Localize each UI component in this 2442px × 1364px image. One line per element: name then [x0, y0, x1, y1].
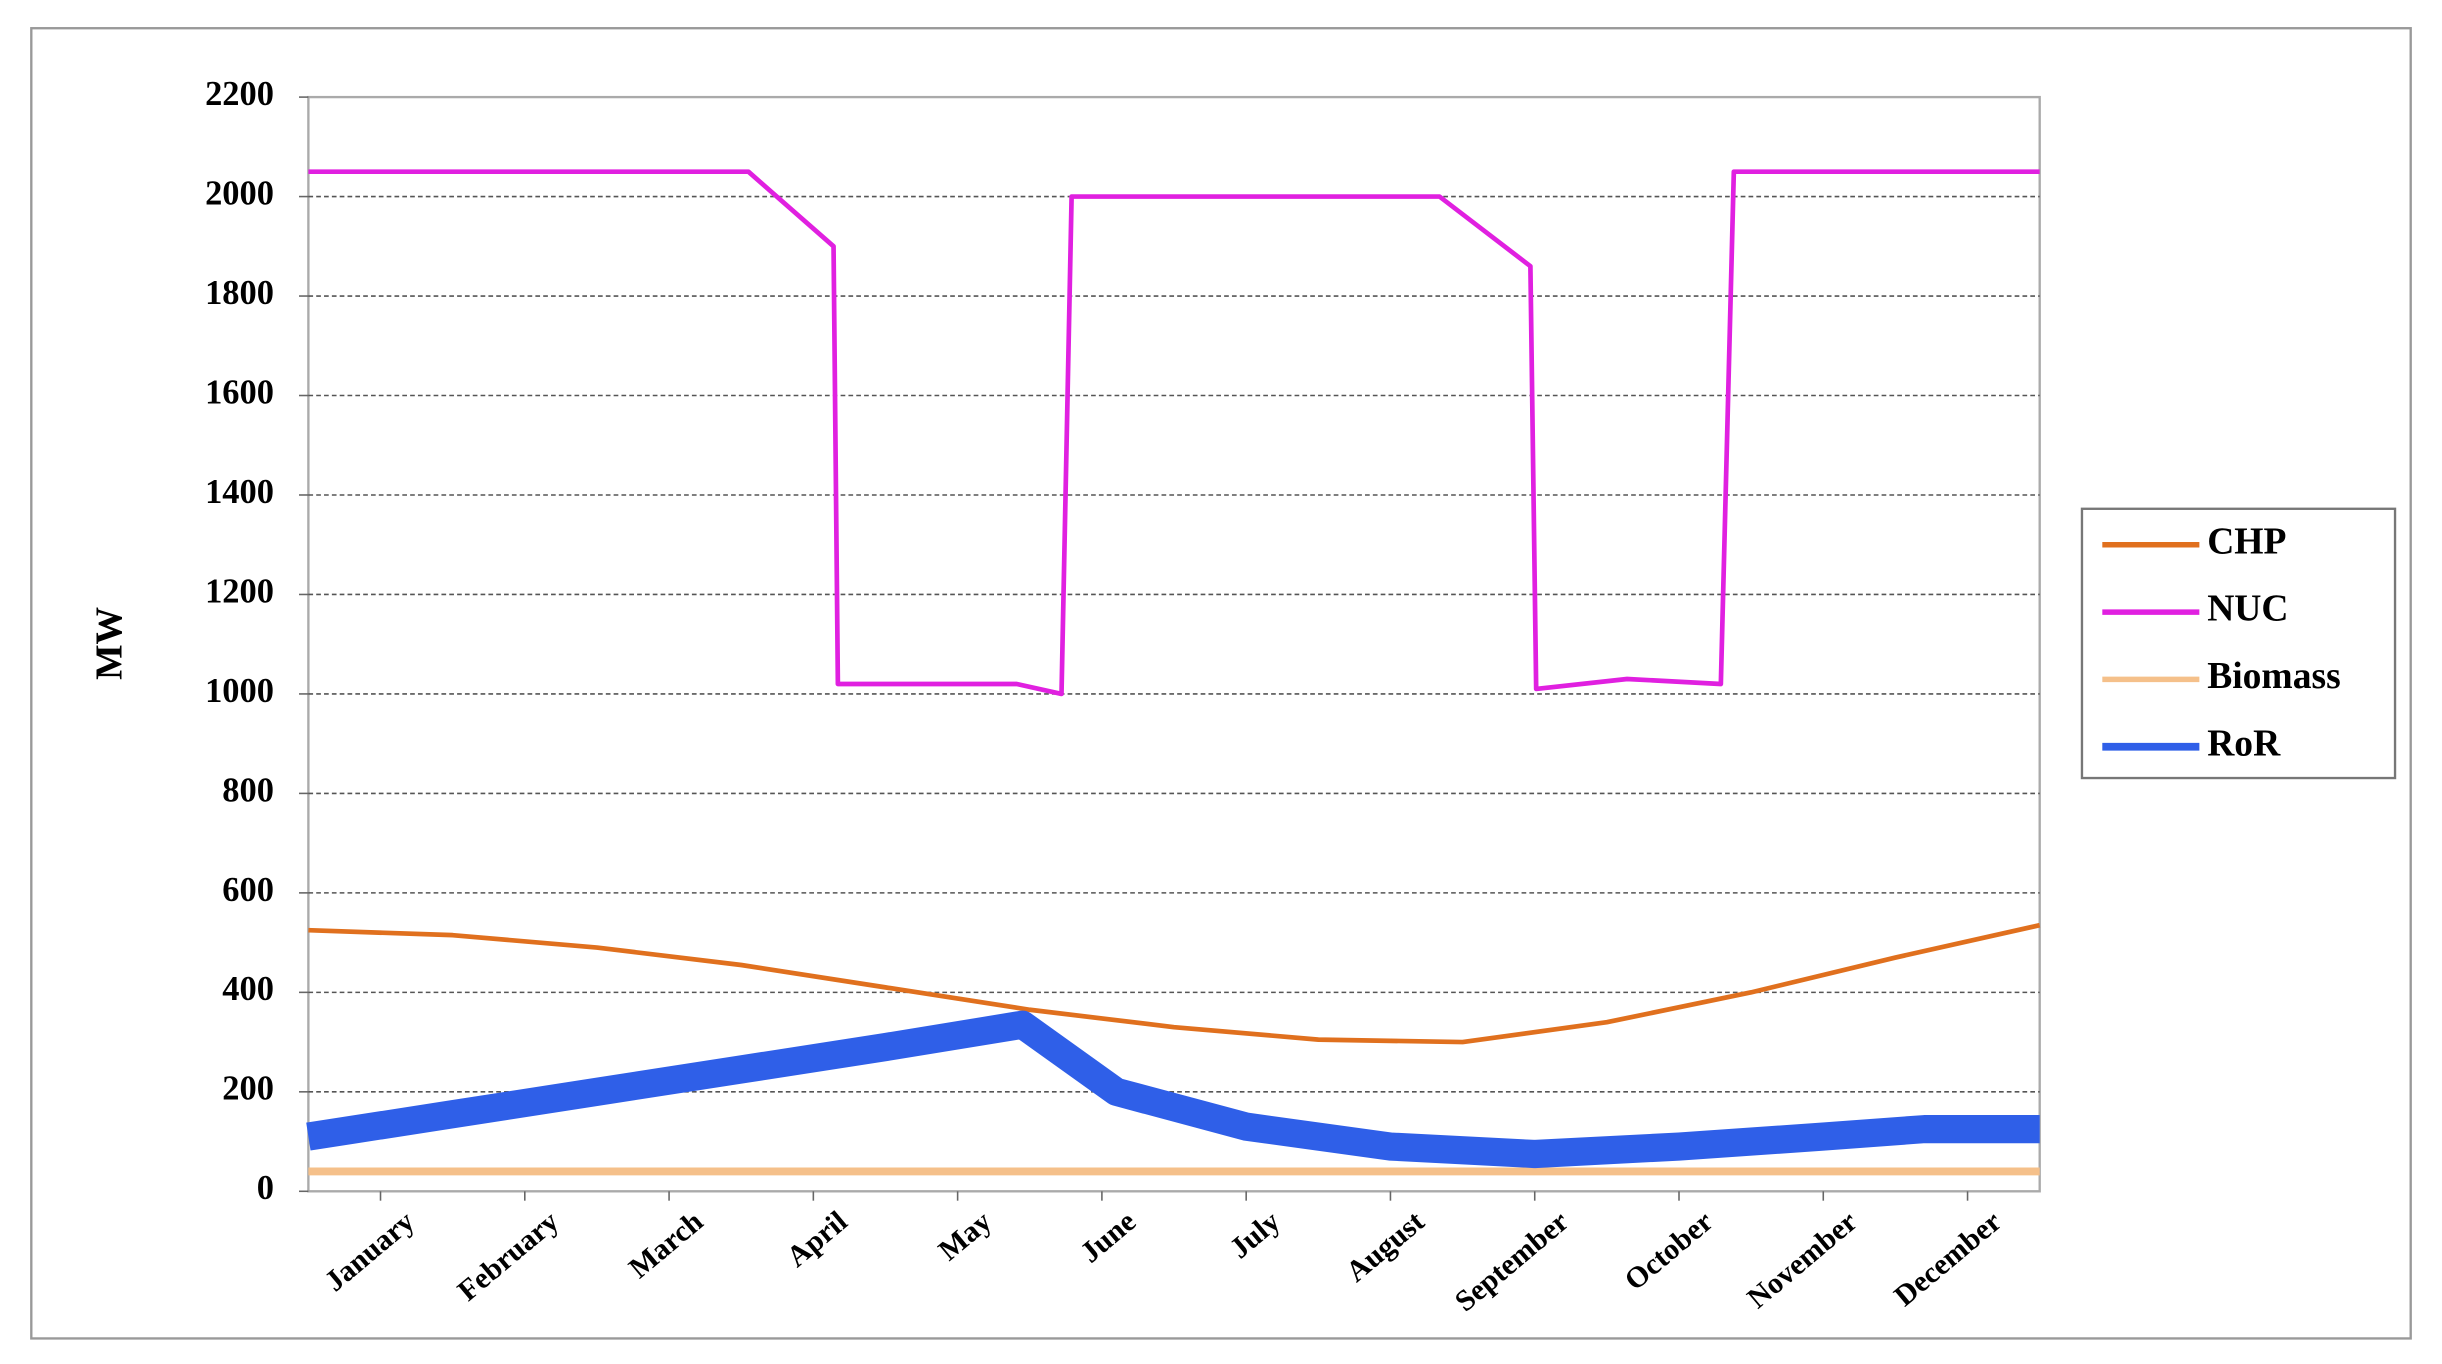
- legend-label: NUC: [2207, 589, 2288, 630]
- y-tick-label: 200: [222, 1070, 274, 1108]
- y-tick-label: 600: [222, 871, 274, 909]
- legend-label: Biomass: [2207, 656, 2341, 697]
- legend-label: RoR: [2207, 723, 2281, 764]
- legend: [2080, 507, 2397, 780]
- y-tick-label: 0: [257, 1169, 274, 1207]
- plot-area: [307, 95, 2041, 1193]
- y-tick-label: 1400: [205, 473, 274, 511]
- y-tick-label: 400: [222, 970, 274, 1008]
- series-line: [308, 169, 2040, 697]
- series-line: [308, 922, 2041, 1045]
- y-tick-label: 1200: [205, 572, 274, 610]
- y-tick-label: 1800: [205, 274, 274, 312]
- y-tick-label: 2200: [205, 75, 274, 113]
- y-axis-label: MW: [89, 607, 130, 680]
- y-tick-label: 1600: [205, 373, 274, 411]
- y-tick-label: 2000: [205, 174, 274, 212]
- y-tick-label: 800: [222, 771, 274, 809]
- series-line: [306, 1010, 2040, 1169]
- y-tick-label: 1000: [205, 672, 274, 710]
- legend-label: CHP: [2207, 521, 2286, 562]
